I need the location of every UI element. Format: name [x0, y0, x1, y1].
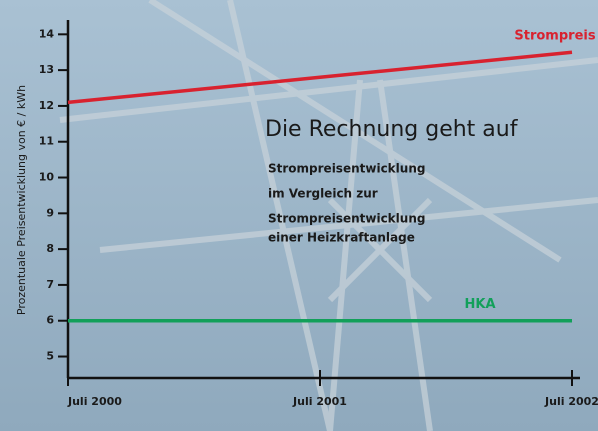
y-tick-label: 10	[39, 171, 55, 184]
y-axis-label: Prozentuale Preisentwicklung von € / kWh	[15, 85, 28, 315]
legend-label: Strompreis	[514, 29, 595, 44]
subtitle: Strompreisentwicklung	[268, 162, 425, 176]
x-tick-label: Juli 2002	[544, 395, 598, 408]
y-tick-label: 14	[39, 27, 55, 40]
chart-title: Die Rechnung geht auf	[265, 117, 519, 142]
y-tick-label: 8	[46, 242, 54, 255]
chart: Die Rechnung geht auf Strompreisentwickl…	[0, 0, 598, 431]
y-tick-label: 9	[46, 206, 54, 219]
legend-label: HKA	[464, 297, 495, 312]
subtitle: Strompreisentwicklung	[268, 212, 425, 226]
x-tick-label: Juli 2001	[292, 395, 347, 408]
y-tick-label: 12	[39, 99, 54, 112]
x-tick-label: Juli 2000	[67, 395, 122, 408]
y-tick-label: 7	[46, 278, 54, 291]
y-tick-label: 6	[46, 314, 54, 327]
y-tick-label: 11	[39, 135, 54, 148]
subtitle: im Vergleich zur	[268, 187, 378, 201]
subtitle: einer Heizkraftanlage	[268, 231, 415, 245]
y-tick-label: 5	[46, 350, 54, 363]
y-tick-label: 13	[39, 63, 54, 76]
